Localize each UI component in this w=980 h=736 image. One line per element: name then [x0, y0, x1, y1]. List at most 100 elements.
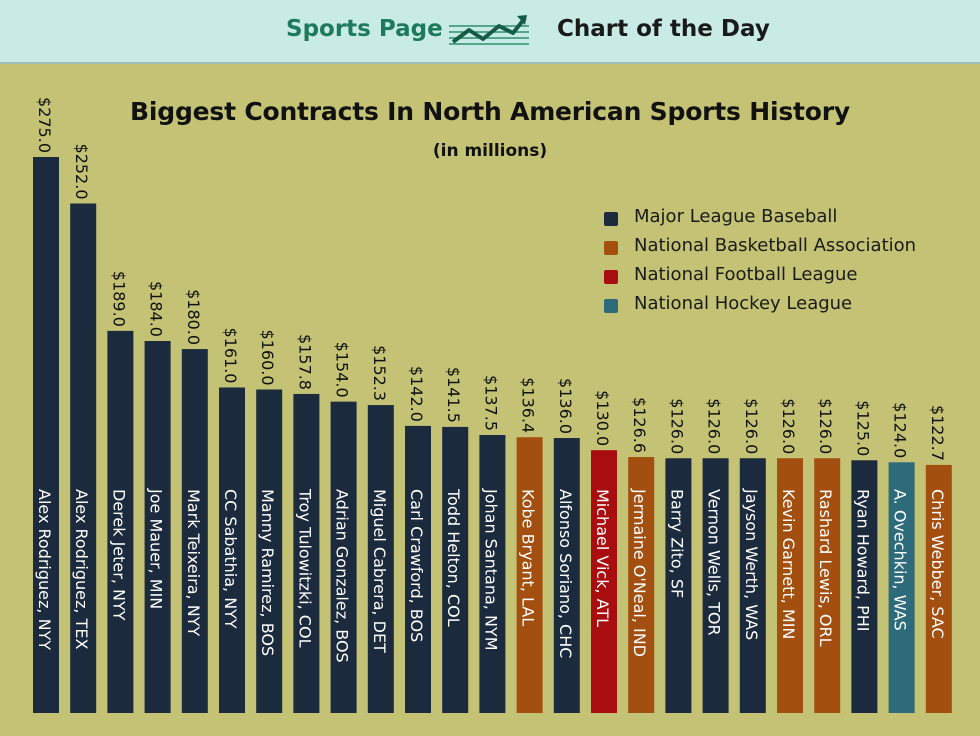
- bar: [144, 340, 171, 713]
- category-label: Troy Tulowitzki, COL: [295, 488, 314, 648]
- legend-swatch: [604, 299, 618, 313]
- bar: [219, 387, 245, 713]
- bar: [70, 203, 97, 713]
- bar-group: $124.0 A. Ovechkin, WAS: [888, 402, 915, 713]
- bar-group: $126.0 Barry Zito, SF: [665, 398, 692, 713]
- category-label: Manny Ramirez, BOS: [258, 489, 277, 656]
- value-label: $180.0: [184, 289, 203, 345]
- bar: [33, 157, 59, 713]
- value-label: $154.0: [333, 342, 352, 398]
- chart-of-the-day-label: Chart of the Day: [557, 16, 770, 42]
- value-label: $275.0: [35, 97, 54, 153]
- value-label: $126.0: [816, 398, 835, 454]
- bar: [293, 393, 320, 713]
- bar-group: $122.7 Chris Webber, SAC: [925, 405, 952, 713]
- legend-label: National Football League: [634, 264, 858, 285]
- bar: [925, 464, 952, 713]
- bar-group: $154.0 Adrian Gonzalez, BOS: [330, 342, 357, 713]
- bar-group: $130.0 Michael Vick, ATL: [591, 390, 617, 713]
- value-label: $184.0: [147, 281, 166, 337]
- category-label: Johan Santana, NYM: [481, 488, 500, 651]
- value-label: $126.0: [705, 398, 724, 454]
- value-label: $189.0: [109, 271, 128, 327]
- value-label: $124.0: [891, 402, 910, 458]
- category-label: Jermaine O'Neal, IND: [630, 488, 649, 657]
- bar: [702, 458, 729, 713]
- bar: [814, 458, 841, 713]
- category-label: Michael Vick, ATL: [593, 489, 612, 627]
- bar: [516, 437, 543, 713]
- value-label: $161.0: [221, 328, 240, 384]
- bar: [442, 426, 469, 713]
- category-label: Kevin Garnett, MIN: [779, 489, 798, 639]
- category-label: A. Ovechkin, WAS: [891, 489, 910, 631]
- value-label: $136.0: [556, 378, 575, 434]
- sports-page-label: Sports Page: [286, 16, 443, 42]
- bar-group: $161.0 CC Sabathia, NYY: [219, 328, 245, 713]
- category-label: Mark Teixeira, NYY: [184, 489, 203, 636]
- value-label: $122.7: [928, 405, 947, 461]
- bar: [330, 401, 357, 713]
- bar-group: $252.0 Alex Rodriguez, TEX: [70, 144, 97, 713]
- category-label: Todd Helton, COL: [444, 488, 463, 627]
- category-label: Alex Rodriguez, TEX: [72, 489, 91, 649]
- value-label: $130.0: [593, 390, 612, 446]
- bar: [405, 425, 431, 713]
- bar-group: $136.4 Kobe Bryant, LAL: [516, 377, 543, 713]
- bar-group: $142.0 Carl Crawford, BOS: [405, 366, 431, 713]
- bar: [107, 330, 134, 713]
- category-label: Joe Mauer, MIN: [147, 488, 166, 609]
- value-label: $252.0: [72, 144, 91, 200]
- bar: [181, 349, 208, 713]
- value-label: $126.0: [667, 398, 686, 454]
- bar-group: $184.0 Joe Mauer, MIN: [144, 281, 171, 713]
- legend-swatch: [604, 241, 618, 255]
- value-label: $137.5: [481, 375, 500, 431]
- bar: [553, 438, 580, 713]
- bar-group: $126.0 Jayson Werth, WAS: [739, 398, 766, 713]
- category-label: Ryan Howard, PHI: [853, 489, 872, 631]
- value-label: $141.5: [444, 367, 463, 423]
- bar-group: $141.5 Todd Helton, COL: [442, 367, 469, 713]
- value-label: $126.0: [779, 398, 798, 454]
- value-label: $157.8: [295, 334, 314, 390]
- bar: [256, 389, 283, 713]
- value-label: $126.6: [630, 397, 649, 453]
- value-label: $160.0: [258, 330, 277, 386]
- bar-group: $157.8 Troy Tulowitzki, COL: [293, 334, 320, 713]
- category-label: Rashard Lewis, ORL: [816, 489, 835, 647]
- value-label: $125.0: [853, 400, 872, 456]
- category-label: Kobe Bryant, LAL: [519, 489, 538, 626]
- bar-group: $126.0 Vernon Wells, TOR: [702, 398, 729, 713]
- category-label: Vernon Wells, TOR: [705, 489, 724, 636]
- bar-group: $126.6 Jermaine O'Neal, IND: [628, 397, 655, 713]
- category-label: Jayson Werth, WAS: [742, 488, 761, 640]
- category-label: CC Sabathia, NYY: [221, 489, 240, 629]
- category-label: Carl Crawford, BOS: [407, 489, 426, 642]
- bar-group: $275.0 Alex Rodriguez, NYY: [33, 97, 59, 713]
- value-label: $126.0: [742, 398, 761, 454]
- bar: [739, 458, 766, 713]
- bar-group: $136.0 Alfonso Soriano, CHC: [553, 378, 580, 713]
- header-banner: Sports Page Chart of the Day: [0, 0, 980, 64]
- value-label: $142.0: [407, 366, 426, 422]
- bar: [851, 460, 878, 713]
- legend-swatch: [604, 270, 618, 284]
- category-label: Adrian Gonzalez, BOS: [333, 489, 352, 663]
- bar-group: $126.0 Kevin Garnett, MIN: [777, 398, 803, 713]
- chart-subtitle: (in millions): [432, 141, 548, 161]
- bar-group: $126.0 Rashard Lewis, ORL: [814, 398, 841, 713]
- bar-group: $180.0 Mark Teixeira, NYY: [181, 289, 208, 713]
- bar: [479, 435, 506, 713]
- bar: [591, 450, 617, 713]
- bar: [665, 458, 692, 713]
- trend-chart-icon: [449, 15, 529, 45]
- value-label: $152.3: [370, 345, 389, 401]
- category-label: Chris Webber, SAC: [928, 489, 947, 639]
- category-label: Alex Rodriguez, NYY: [35, 489, 54, 650]
- chart-title: Biggest Contracts In North American Spor…: [130, 97, 850, 126]
- legend-swatch: [604, 212, 618, 226]
- category-label: Miguel Cabrera, DET: [370, 489, 389, 653]
